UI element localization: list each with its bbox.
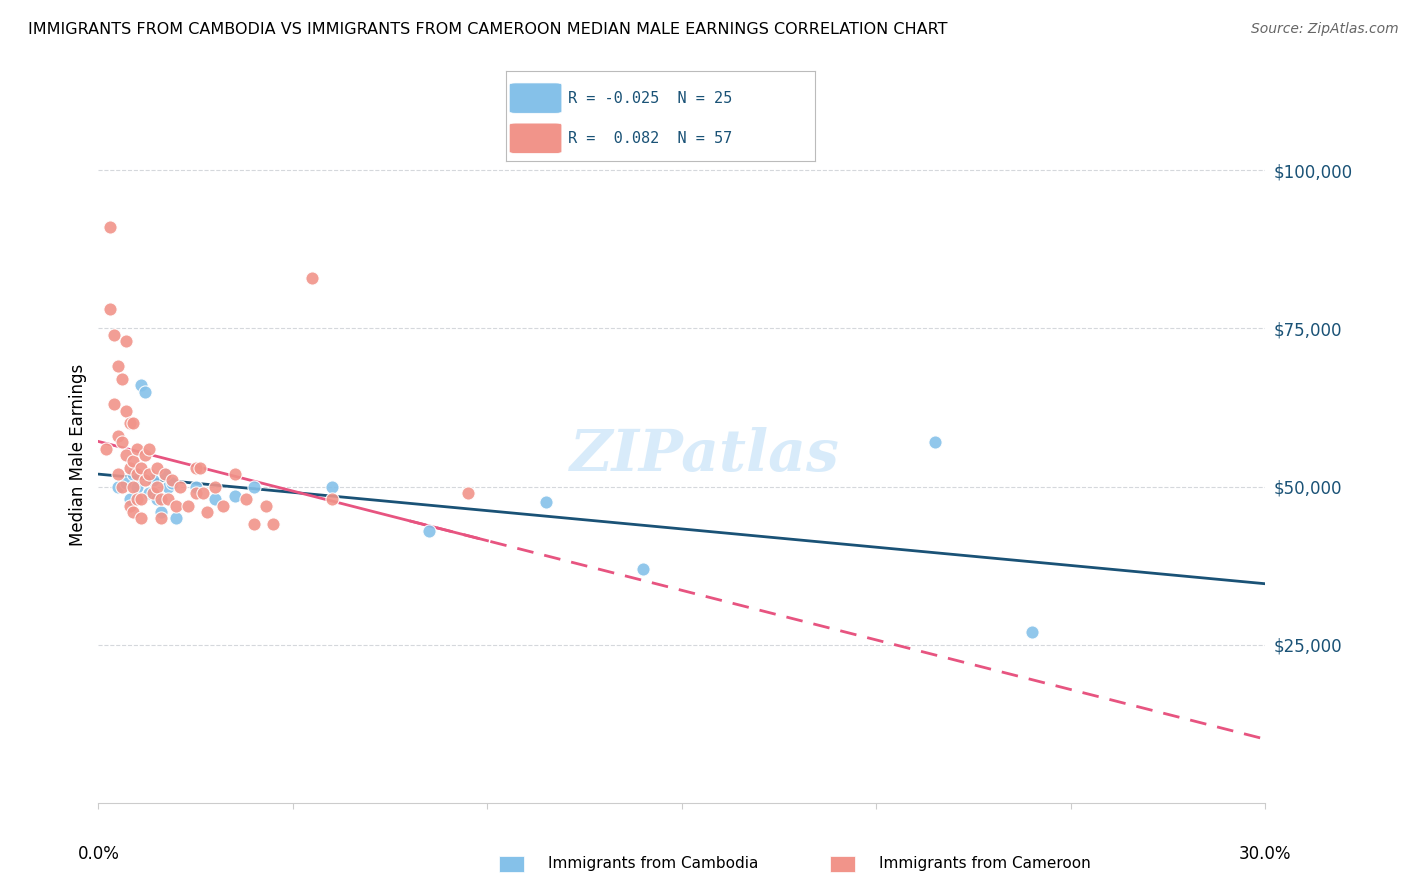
- Point: [184, 486, 207, 500]
- Point: [122, 505, 145, 519]
- Point: [162, 476, 184, 491]
- Point: [195, 505, 218, 519]
- Point: [243, 517, 266, 532]
- Point: [111, 435, 134, 450]
- Point: [111, 372, 134, 386]
- Text: R = -0.025  N = 25: R = -0.025 N = 25: [568, 91, 733, 105]
- Point: [262, 517, 284, 532]
- Text: ZIPatlas: ZIPatlas: [571, 426, 841, 483]
- Point: [129, 378, 152, 392]
- Point: [107, 429, 129, 443]
- FancyBboxPatch shape: [509, 83, 562, 113]
- Point: [184, 460, 207, 475]
- Point: [153, 467, 176, 481]
- Point: [204, 492, 226, 507]
- Point: [127, 442, 149, 456]
- Point: [114, 448, 136, 462]
- Point: [122, 417, 145, 431]
- Point: [1021, 625, 1043, 640]
- Point: [301, 270, 323, 285]
- Point: [146, 479, 169, 493]
- Point: [138, 467, 160, 481]
- Point: [321, 492, 343, 507]
- Point: [224, 489, 246, 503]
- Point: [457, 486, 479, 500]
- Point: [103, 327, 125, 342]
- Point: [188, 460, 211, 475]
- Point: [129, 460, 152, 475]
- Point: [127, 492, 149, 507]
- Point: [235, 492, 257, 507]
- Point: [107, 359, 129, 374]
- Point: [114, 334, 136, 348]
- Point: [118, 492, 141, 507]
- Point: [103, 397, 125, 411]
- Point: [118, 417, 141, 431]
- Point: [118, 499, 141, 513]
- Point: [122, 467, 145, 481]
- Point: [153, 467, 176, 481]
- Point: [149, 492, 172, 507]
- FancyBboxPatch shape: [509, 123, 562, 153]
- Point: [114, 403, 136, 417]
- Text: 30.0%: 30.0%: [1239, 845, 1292, 863]
- Point: [146, 492, 169, 507]
- Point: [122, 454, 145, 468]
- Point: [243, 479, 266, 493]
- Point: [98, 302, 121, 317]
- Text: IMMIGRANTS FROM CAMBODIA VS IMMIGRANTS FROM CAMEROON MEDIAN MALE EARNINGS CORREL: IMMIGRANTS FROM CAMBODIA VS IMMIGRANTS F…: [28, 22, 948, 37]
- Point: [134, 384, 156, 399]
- Point: [157, 492, 180, 507]
- Point: [321, 479, 343, 493]
- Text: R =  0.082  N = 57: R = 0.082 N = 57: [568, 131, 733, 145]
- Point: [184, 479, 207, 493]
- Point: [138, 442, 160, 456]
- Point: [165, 499, 187, 513]
- Point: [146, 460, 169, 475]
- Point: [169, 479, 191, 493]
- Point: [924, 435, 946, 450]
- Point: [149, 505, 172, 519]
- Point: [631, 562, 654, 576]
- Point: [107, 479, 129, 493]
- Point: [111, 479, 134, 493]
- Point: [134, 473, 156, 487]
- Text: Source: ZipAtlas.com: Source: ZipAtlas.com: [1251, 22, 1399, 37]
- Point: [96, 442, 118, 456]
- Point: [98, 220, 121, 235]
- Text: 0.0%: 0.0%: [77, 845, 120, 863]
- Point: [114, 476, 136, 491]
- Point: [157, 479, 180, 493]
- Point: [149, 511, 172, 525]
- Point: [177, 499, 200, 513]
- Text: Immigrants from Cambodia: Immigrants from Cambodia: [548, 856, 759, 871]
- Point: [142, 473, 165, 487]
- Point: [127, 467, 149, 481]
- Point: [212, 499, 235, 513]
- Point: [129, 492, 152, 507]
- Point: [193, 486, 215, 500]
- Point: [254, 499, 277, 513]
- Point: [134, 448, 156, 462]
- Point: [138, 486, 160, 500]
- Point: [118, 460, 141, 475]
- Point: [122, 479, 145, 493]
- Point: [204, 479, 226, 493]
- Point: [129, 511, 152, 525]
- Point: [165, 511, 187, 525]
- Point: [162, 473, 184, 487]
- Text: Immigrants from Cameroon: Immigrants from Cameroon: [879, 856, 1091, 871]
- Y-axis label: Median Male Earnings: Median Male Earnings: [69, 364, 87, 546]
- Point: [534, 495, 557, 509]
- Point: [418, 524, 440, 538]
- Point: [224, 467, 246, 481]
- Point: [127, 479, 149, 493]
- Point: [142, 486, 165, 500]
- Point: [107, 467, 129, 481]
